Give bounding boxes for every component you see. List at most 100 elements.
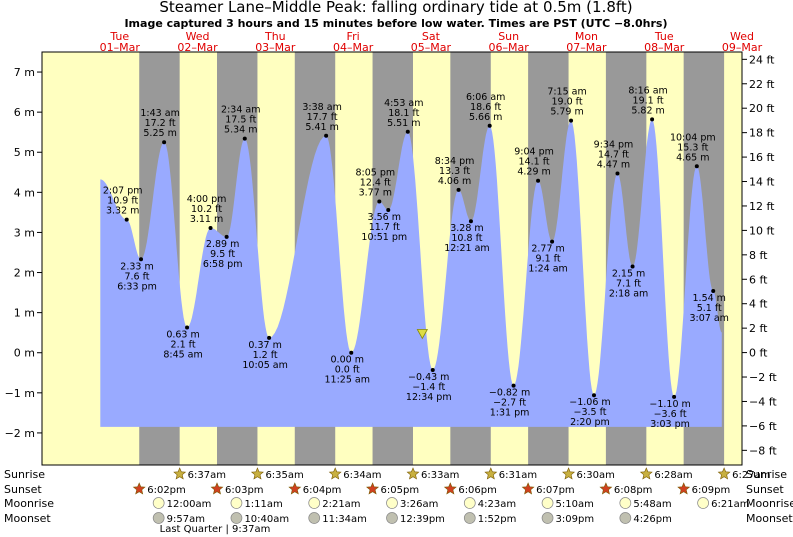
moonset-icon	[308, 512, 321, 524]
sunrise-icon	[250, 467, 264, 480]
tide-label: 5.34 m	[224, 125, 257, 136]
moonrise-time: 5:10am	[556, 499, 594, 510]
day-name-label: Wed	[730, 30, 754, 43]
chart-title: Steamer Lane–Middle Peak: falling ordina…	[159, 0, 632, 16]
right-tick-label: 24 ft	[749, 53, 775, 66]
left-tick-label: 4 m	[14, 186, 35, 199]
tide-extreme-point	[650, 117, 655, 122]
tide-label: 5.41 m	[305, 122, 338, 133]
tide-label: 12:34 pm	[406, 392, 452, 403]
left-tick-label: −2 m	[5, 427, 35, 440]
tide-label: 3.56 m	[368, 212, 401, 223]
sunset-icon	[677, 482, 691, 495]
left-tick-label: 6 m	[14, 106, 35, 119]
sunset-time: 6:08pm	[614, 485, 653, 496]
tide-label: 3.28 m	[450, 223, 483, 234]
tide-label: 10:04 pm	[670, 132, 716, 143]
right-tick-label: 20 ft	[749, 102, 775, 115]
tide-label: 19.1 ft	[633, 95, 664, 106]
tide-label: 2:20 pm	[570, 417, 610, 428]
moonrise-icon	[230, 497, 243, 509]
tide-label: 10:05 am	[242, 360, 287, 371]
moonrise-icon	[386, 497, 398, 509]
tide-label: 2:34 am	[221, 105, 260, 116]
tide-label: 17.2 ft	[145, 118, 176, 129]
sunrise-time: 6:34am	[343, 470, 381, 481]
tide-label: 11:25 am	[325, 375, 370, 386]
tide-label: 3:38 am	[302, 102, 341, 113]
tide-label: 0.63 m	[166, 329, 199, 340]
tide-label: −0.43 m	[408, 372, 449, 383]
tide-label: 6:58 pm	[203, 259, 243, 270]
tide-label: 2.77 m	[531, 244, 564, 255]
tide-extreme-point	[694, 164, 699, 169]
tide-label: 8:45 am	[163, 349, 202, 360]
moonset-row-label-left: Moonset	[4, 512, 51, 525]
axes: −2 m −1 m 0 m 1 m 2 m 3 m 4 m 5 m 6 m 7 m −8 ft −6 …	[5, 30, 778, 457]
tide-extreme-point	[242, 136, 247, 141]
moonrise-time: 4:23am	[478, 499, 516, 510]
right-tick-label: 16 ft	[749, 151, 775, 164]
moonrise-icon	[697, 497, 709, 509]
tide-label: 14.7 ft	[598, 149, 629, 160]
day-date-label: 01–Mar	[100, 41, 141, 54]
current-time-marker	[416, 329, 429, 340]
tide-extreme-point	[487, 123, 492, 128]
sunset-time: 6:03pm	[225, 485, 264, 496]
moonrise-icon	[619, 497, 632, 509]
tide-extreme-point	[569, 118, 574, 123]
moonset-icon	[152, 512, 165, 524]
sunset-icon	[521, 482, 535, 495]
moon-phase-note: Last Quarter | 9:37am	[160, 524, 271, 535]
right-tick-label: −2 ft	[749, 371, 777, 384]
tide-label: 14.1 ft	[519, 157, 550, 168]
tide-label: 7.1 ft	[616, 279, 641, 290]
tide-extreme-point	[224, 234, 229, 239]
tide-label: 12:21 am	[444, 243, 489, 254]
tide-label: 17.7 ft	[307, 112, 338, 123]
left-tick-label: 0 m	[14, 347, 35, 360]
tide-label: 1:43 am	[140, 108, 179, 119]
tide-label: 4.65 m	[676, 152, 709, 163]
sunrise-icon	[173, 467, 187, 480]
tide-label: −1.10 m	[649, 399, 690, 410]
sunrise-time: 6:27am	[732, 470, 770, 481]
tide-extreme-point	[267, 335, 272, 340]
tide-label: 18.6 ft	[470, 102, 501, 113]
tide-label: 7:15 am	[547, 87, 586, 98]
tide-label: 3.11 m	[190, 214, 223, 225]
sunrise-time: 6:33am	[421, 470, 459, 481]
sunset-icon	[599, 482, 613, 495]
moonset-time: 9:57am	[167, 514, 205, 525]
sunrise-time: 6:37am	[188, 470, 226, 481]
sunrise-time: 6:30am	[577, 470, 615, 481]
tide-label: 15.3 ft	[677, 142, 708, 153]
tide-label: 10.8 ft	[451, 233, 482, 244]
sunrise-icon	[562, 467, 576, 480]
tide-label: 3.32 m	[106, 206, 139, 217]
moonset-time: 12:39pm	[400, 514, 445, 525]
tide-label: −2.7 ft	[493, 398, 526, 409]
right-tick-label: 12 ft	[749, 200, 775, 213]
tide-extreme-point	[386, 207, 391, 212]
tide-label: 2:18 am	[609, 289, 648, 300]
moonset-icon	[463, 512, 476, 524]
day-name-label: Thu	[264, 30, 286, 43]
tide-label: 12.4 ft	[360, 178, 391, 189]
tide-extreme-point	[672, 394, 677, 399]
left-tick-label: 7 m	[14, 66, 35, 79]
tide-extreme-point	[139, 257, 144, 262]
moonset-time: 3:09pm	[556, 514, 595, 525]
sunrise-icon	[639, 467, 653, 480]
sunrise-icon	[484, 467, 498, 480]
left-tick-label: 3 m	[14, 226, 35, 239]
moonrise-icon	[541, 497, 554, 509]
tide-label: 4.29 m	[517, 167, 550, 178]
tide-label: −3.5 ft	[573, 407, 606, 418]
tide-label: −3.6 ft	[654, 409, 687, 420]
right-tick-label: 0 ft	[749, 347, 768, 360]
day-date-label: 04–Mar	[333, 41, 374, 54]
sunset-time: 6:06pm	[458, 485, 497, 496]
sunset-icon	[288, 482, 302, 495]
